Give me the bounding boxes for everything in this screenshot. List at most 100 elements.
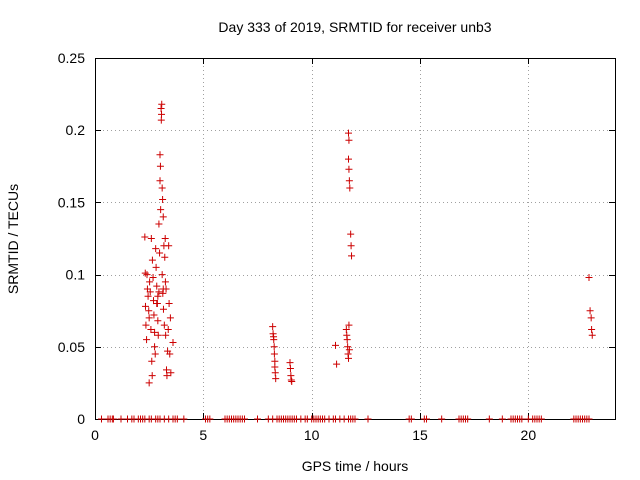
data-point [154, 317, 162, 325]
data-point [144, 292, 152, 300]
data-point [464, 415, 472, 423]
data-point [162, 331, 170, 339]
data-point [165, 242, 173, 250]
y-tick-label: 0.05 [58, 339, 85, 355]
data-point [147, 235, 155, 242]
x-axis-label: GPS time / hours [302, 458, 409, 474]
data-point [173, 415, 181, 423]
data-point [423, 415, 430, 423]
data-point [498, 415, 506, 423]
data-point [157, 206, 165, 214]
grid-layer [95, 58, 615, 419]
data-point [159, 285, 167, 293]
y-tick-label: 0.25 [58, 50, 85, 66]
data-point [272, 375, 280, 383]
data-point [149, 273, 157, 281]
data-point [161, 235, 169, 242]
data-point [146, 288, 154, 296]
data-point [145, 379, 153, 387]
data-point [160, 321, 168, 329]
data-point [154, 331, 162, 339]
data-point [141, 269, 149, 277]
data-point [343, 336, 351, 344]
data-point [148, 357, 156, 365]
data-point [156, 162, 164, 170]
data-point [166, 314, 174, 322]
data-point [588, 325, 596, 333]
data-point [345, 177, 353, 185]
data-point [158, 110, 166, 118]
data-point [585, 415, 593, 423]
data-point [270, 343, 278, 351]
chart-title: Day 333 of 2019, SRMTID for receiver unb… [218, 19, 491, 35]
data-point [159, 305, 167, 313]
data-point [154, 292, 162, 300]
data-point [206, 415, 214, 423]
data-point [145, 307, 153, 315]
data-point [146, 278, 154, 286]
data-point [169, 338, 177, 346]
x-tick-label: 15 [412, 427, 428, 443]
data-point [165, 299, 173, 307]
data-point [159, 196, 167, 204]
data-point [155, 288, 163, 296]
data-point [164, 325, 172, 333]
data-point [161, 278, 169, 286]
data-point [346, 184, 354, 192]
data-point [351, 415, 359, 423]
tick-layer: 0 5 10 15 20 0 0.05 0.1 0.15 0.2 0.25 [58, 50, 615, 443]
data-point [163, 372, 171, 380]
x-tick-label: 0 [91, 427, 99, 443]
data-point [152, 263, 160, 271]
y-tick-label: 0.2 [66, 122, 86, 138]
data-point [141, 233, 149, 241]
data-point [148, 372, 156, 380]
data-point [150, 297, 157, 305]
data-point [155, 220, 163, 228]
points-layer [98, 100, 596, 423]
data-point [159, 213, 167, 221]
data-point [158, 184, 166, 192]
data-point [286, 364, 294, 372]
data-point [269, 323, 277, 331]
data-point [345, 129, 352, 137]
data-point [270, 350, 278, 358]
x-tick-label: 10 [304, 427, 320, 443]
data-point [117, 415, 125, 423]
data-point [145, 314, 153, 322]
data-point [537, 415, 545, 423]
data-point [332, 341, 339, 349]
data-point [156, 151, 164, 159]
data-point [141, 302, 149, 310]
y-tick-label: 0.1 [66, 267, 86, 283]
x-tick-label: 20 [521, 427, 537, 443]
data-point [254, 415, 261, 423]
data-point [180, 415, 188, 423]
data-point [345, 136, 353, 144]
y-axis-label: SRMTID / TECUs [5, 184, 21, 294]
y-tick-label: 0 [77, 411, 85, 427]
data-point [142, 321, 150, 329]
data-point [167, 369, 175, 377]
data-point [156, 177, 164, 185]
data-point [152, 245, 160, 253]
data-point [153, 299, 161, 307]
data-point [288, 377, 296, 385]
data-point [109, 415, 117, 423]
data-point [347, 242, 355, 250]
data-point [98, 415, 105, 423]
plot-frame [95, 58, 616, 420]
y-tick-label: 0.15 [58, 194, 85, 210]
data-point [241, 415, 248, 423]
data-point [407, 415, 415, 423]
data-point [151, 343, 159, 351]
data-point [345, 321, 353, 329]
data-point [151, 350, 159, 358]
data-point [345, 155, 352, 163]
data-point [347, 230, 355, 238]
data-point [270, 336, 278, 344]
data-point [518, 415, 526, 423]
data-point [153, 282, 161, 290]
data-point [333, 360, 341, 368]
data-point [438, 415, 446, 423]
